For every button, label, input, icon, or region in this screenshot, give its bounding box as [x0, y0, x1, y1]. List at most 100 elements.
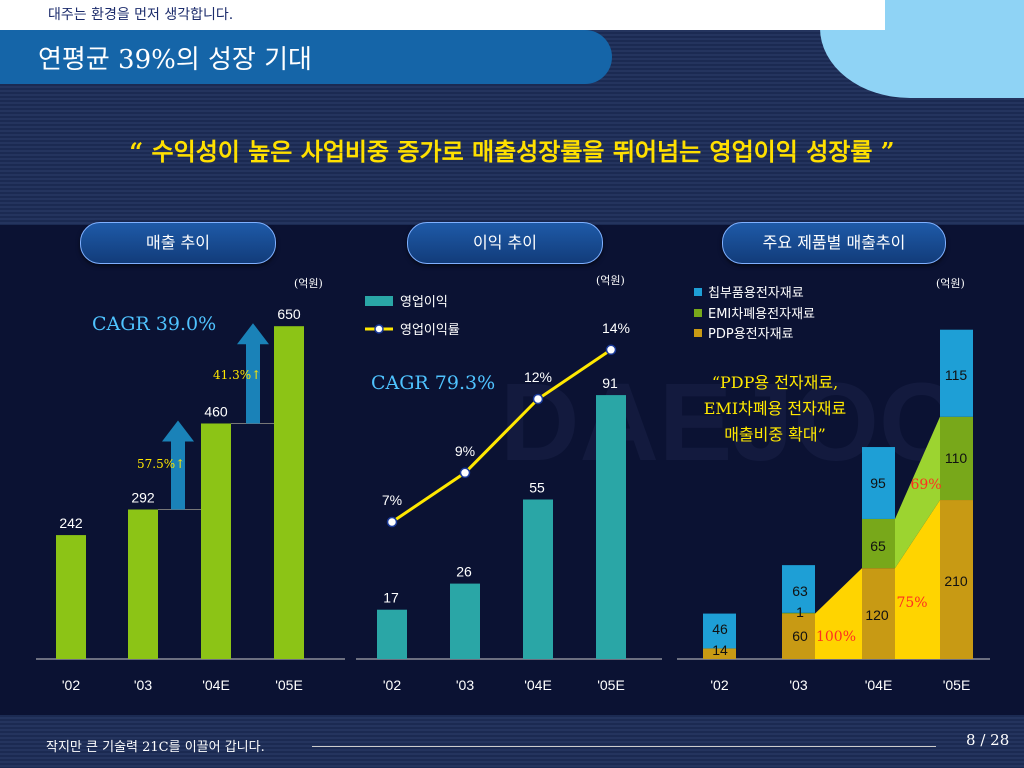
page-number: 8 / 28	[966, 731, 1009, 749]
legend-operating-profit: 영업이익	[400, 295, 448, 310]
product-bar-1-seg-0	[782, 613, 815, 659]
sales-category-0: '02	[62, 677, 80, 693]
product-seg-label-3-1: 110	[945, 450, 968, 466]
product-seg-label-1-0: 60	[792, 628, 808, 644]
current-page: 8	[966, 731, 976, 749]
profit-bar-2	[523, 499, 553, 659]
sales-category-2: '04E	[202, 677, 230, 693]
product-category-3: '05E	[943, 677, 971, 693]
title-banner: 연평균 39%의 성장 기대	[0, 30, 612, 84]
profit-category-3: '05E	[597, 677, 625, 693]
top-white-bar: 대주는 환경을 먼저 생각합니다.	[0, 0, 885, 30]
sales-bar-3	[274, 326, 304, 659]
profit-cagr-label: CAGR 79.3%	[371, 372, 495, 394]
profit-trend-button[interactable]: 이익 추이	[407, 222, 603, 264]
product-growth-label-2: 69%	[910, 477, 941, 493]
margin-point-1	[459, 467, 471, 479]
product-bar-3-seg-2	[940, 329, 973, 417]
profit-bar-1	[450, 583, 480, 659]
margin-label-1: 9%	[455, 443, 475, 459]
sales-value-2: 460	[204, 403, 228, 419]
callout-line-1: “PDP용 전자재료,	[712, 373, 838, 392]
legend-swatch-emi	[694, 309, 702, 317]
product-seg-label-3-0: 210	[944, 573, 968, 589]
pdp-growth-wedge-2	[895, 500, 940, 659]
profit-bar-3	[596, 395, 626, 659]
profit-unit-label: (억원)	[596, 274, 625, 287]
legend-operating-margin: 영업이익률	[400, 323, 460, 338]
legend-swatch-chip	[694, 288, 702, 296]
legend-marker-margin	[374, 324, 384, 334]
pdp-growth-wedge-1	[815, 568, 862, 659]
product-unit-label: (억원)	[936, 277, 965, 290]
product-sales-trend-button[interactable]: 주요 제품별 매출추이	[722, 222, 946, 264]
profit-value-3: 91	[602, 375, 618, 391]
product-category-0: '02	[710, 677, 728, 693]
profit-value-1: 26	[456, 564, 472, 580]
legend-pdp-materials: PDP용전자재료	[708, 327, 794, 342]
sales-cagr-label: CAGR 39.0%	[92, 313, 216, 335]
profit-category-1: '03	[456, 677, 474, 693]
margin-label-0: 7%	[382, 492, 402, 508]
product-category-1: '03	[789, 677, 807, 693]
product-seg-label-1-1: 1	[796, 604, 804, 620]
margin-line	[391, 348, 612, 524]
legend-swatch-operating-profit	[365, 296, 393, 306]
product-bar-2-seg-2	[862, 447, 895, 519]
sales-unit-label: (억원)	[294, 277, 323, 290]
emi-growth-wedge	[895, 416, 940, 569]
product-seg-label-3-2: 115	[945, 367, 968, 383]
sales-value-0: 242	[59, 515, 83, 531]
product-bar-2-seg-0	[862, 568, 895, 659]
product-bar-3-seg-0	[940, 500, 973, 659]
sales-trend-button[interactable]: 매출 추이	[80, 222, 276, 264]
footer-slogan: 작지만 큰 기술력 21C를 이끌어 갑니다.	[46, 740, 265, 755]
footer-divider	[312, 746, 936, 747]
product-category-2: '04E	[865, 677, 893, 693]
profit-bar-0	[377, 609, 407, 659]
profit-category-2: '04E	[524, 677, 552, 693]
product-bar-2-seg-1	[862, 518, 895, 569]
product-seg-label-0-2: 46	[712, 621, 728, 637]
sales-value-3: 650	[277, 306, 301, 322]
product-seg-label-1-2: 63	[792, 583, 808, 599]
product-bar-1-seg-2	[782, 565, 815, 613]
product-chart: (억원) 칩부품용전자재료 EMI차폐용전자재료 PDP용전자재료 “PDP용 …	[677, 277, 990, 693]
legend-swatch-pdp	[694, 329, 702, 337]
product-growth-label-1: 75%	[896, 595, 927, 611]
margin-label-2: 12%	[524, 369, 552, 385]
total-pages: / 28	[980, 731, 1010, 749]
product-bar-0-seg-2	[703, 613, 736, 649]
margin-label-3: 14%	[602, 320, 630, 336]
sales-growth-label-0: 57.5%↑	[137, 457, 185, 471]
margin-point-2	[532, 393, 544, 405]
sales-value-1: 292	[131, 489, 155, 505]
callout-line-3: 매출비중 확대”	[724, 425, 826, 444]
sales-growth-label-1: 41.3%↑	[213, 368, 261, 382]
sales-growth-arrow-0	[162, 420, 194, 510]
company-tagline: 대주는 환경을 먼저 생각합니다.	[48, 7, 234, 23]
profit-chart: (억원) 영업이익 영업이익률 CAGR 79.3% 17 '02 26 '03 55 '…	[356, 274, 662, 693]
product-bar-1-seg-1	[782, 612, 815, 614]
page-title: 연평균 39%의 성장 기대	[38, 45, 312, 75]
callout-line-2: EMI차폐용 전자재료	[704, 399, 847, 418]
legend-emi-materials: EMI차폐용전자재료	[708, 307, 815, 322]
product-seg-label-0-0: 14	[712, 642, 728, 658]
product-growth-label-0: 100%	[816, 629, 856, 645]
sales-bar-0	[56, 535, 86, 659]
product-seg-label-2-2: 95	[870, 475, 886, 491]
sales-bar-1	[128, 509, 158, 659]
sales-category-1: '03	[134, 677, 152, 693]
product-bar-3-seg-1	[940, 416, 973, 501]
sales-growth-arrow-1	[237, 323, 269, 424]
slogan: “ 수익성이 높은 사업비중 증가로 매출성장률을 뛰어넘는 영업이익 성장률 …	[129, 137, 895, 166]
margin-point-3	[605, 344, 617, 356]
product-seg-label-2-0: 120	[865, 607, 889, 623]
sales-bar-2	[201, 423, 231, 659]
product-seg-label-2-1: 65	[870, 538, 886, 554]
margin-point-0	[386, 516, 398, 528]
profit-category-0: '02	[383, 677, 401, 693]
product-bar-0-seg-0	[703, 648, 736, 659]
footer-bg	[0, 715, 1024, 768]
